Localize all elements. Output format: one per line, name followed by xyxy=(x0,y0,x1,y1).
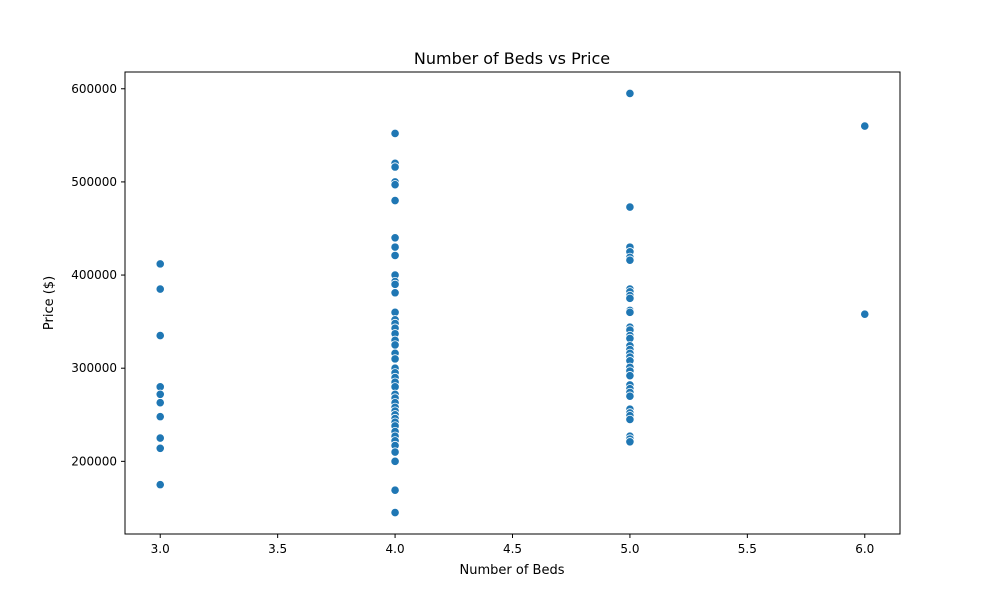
scatter-point xyxy=(390,242,400,252)
y-tick-label: 200000 xyxy=(71,454,117,468)
y-tick-label: 400000 xyxy=(71,268,117,282)
plot-area: 3.0 3.5 4.0 4.5 5.0 5.5 6.0 200000 300000 400000… xyxy=(71,71,901,556)
plot-frame xyxy=(124,71,901,535)
scatter-point xyxy=(155,259,165,269)
x-axis-ticks: 3.0 3.5 4.0 4.5 5.0 5.5 6.0 xyxy=(151,534,874,556)
y-tick-label: 500000 xyxy=(71,175,117,189)
scatter-point xyxy=(625,293,635,303)
scatter-point xyxy=(155,284,165,294)
scatter-point xyxy=(155,389,165,399)
scatter-point xyxy=(390,162,400,172)
scatter-point xyxy=(390,447,400,457)
x-tick-label: 6.0 xyxy=(855,542,874,556)
scatter-point xyxy=(155,331,165,341)
scatter-point xyxy=(390,180,400,190)
x-tick-label: 5.5 xyxy=(738,542,757,556)
y-axis-ticks: 200000 300000 400000 500000 600000 xyxy=(71,82,125,468)
scatter-point xyxy=(390,485,400,495)
scatter-point xyxy=(390,507,400,518)
scatter-point xyxy=(625,391,635,401)
scatter-points xyxy=(155,88,870,518)
scatter-point xyxy=(625,255,635,265)
chart-title: Number of Beds vs Price xyxy=(414,49,610,68)
scatter-point xyxy=(625,437,635,447)
scatter-point xyxy=(625,202,635,212)
scatter-point xyxy=(860,121,870,131)
scatter-point xyxy=(625,307,635,317)
scatter-point xyxy=(390,195,400,206)
scatter-point xyxy=(390,279,400,289)
x-axis-label: Number of Beds xyxy=(460,563,565,578)
scatter-point xyxy=(390,233,400,243)
x-tick-label: 3.0 xyxy=(151,542,170,556)
scatter-point xyxy=(625,371,635,381)
scatter-point xyxy=(625,414,635,425)
y-axis-label: Price ($) xyxy=(42,276,57,330)
scatter-point xyxy=(390,354,400,364)
scatter-point xyxy=(625,88,635,99)
scatter-point xyxy=(860,309,870,319)
x-tick-label: 3.5 xyxy=(268,542,287,556)
scatter-point xyxy=(155,443,165,453)
y-tick-label: 600000 xyxy=(71,82,117,96)
scatter-point xyxy=(390,340,400,350)
scatter-point xyxy=(390,288,400,298)
scatter-point xyxy=(155,412,165,422)
scatter-point xyxy=(390,456,400,466)
scatter-point xyxy=(155,433,165,443)
scatter-point xyxy=(155,398,165,408)
scatter-point xyxy=(390,128,400,139)
y-tick-label: 300000 xyxy=(71,361,117,375)
x-tick-label: 4.5 xyxy=(503,542,522,556)
scatter-point xyxy=(155,480,165,490)
scatter-point xyxy=(390,250,400,261)
x-tick-label: 5.0 xyxy=(620,542,639,556)
x-tick-label: 4.0 xyxy=(386,542,405,556)
